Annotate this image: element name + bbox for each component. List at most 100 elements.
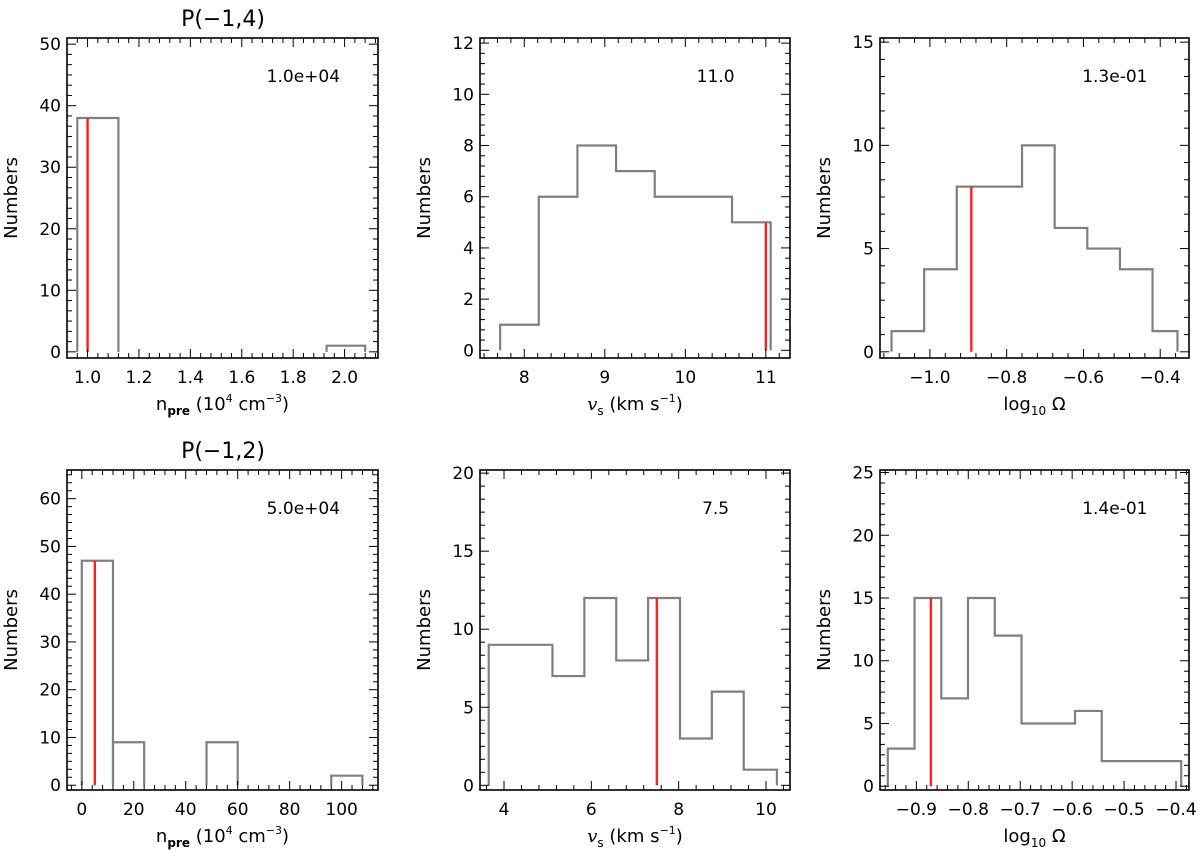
x-tick-label: 9 [599, 368, 610, 388]
x-axis-label: vs (km s−1) [587, 824, 683, 850]
x-tick-label: 20 [123, 800, 145, 820]
y-axis-label: Numbers [414, 589, 435, 671]
y-tick-label: 10 [852, 136, 874, 156]
y-tick-label: 15 [852, 589, 874, 609]
x-tick-label: −0.8 [948, 800, 989, 820]
x-axis-label: log10 Ω [1003, 826, 1065, 850]
x-tick-label: 1.0 [74, 368, 101, 388]
panel-4: 0 20 40 60 80 100 0 10 20 30 40 50 60 Numbers npre (10… [1, 439, 379, 850]
histogram-bar [111, 741, 146, 786]
y-tick-label: 20 [852, 526, 874, 546]
x-tick-label: −0.8 [986, 368, 1027, 388]
y-tick-label: 30 [39, 158, 61, 178]
y-tick-label: 20 [39, 681, 61, 701]
y-tick-label: 25 [852, 464, 874, 484]
histogram-bar [330, 774, 364, 786]
x-tick-label: −0.6 [1052, 800, 1093, 820]
plot-frame [479, 469, 791, 791]
y-tick-label: 5 [863, 240, 874, 260]
value-annotation: 7.5 [702, 499, 729, 519]
y-tick-label: 20 [39, 220, 61, 240]
histogram-bar [325, 344, 367, 352]
y-tick-label: 2 [463, 290, 474, 310]
value-annotation: 11.0 [697, 67, 735, 87]
x-tick-label: 2.0 [331, 368, 358, 388]
x-tick-label: 80 [279, 800, 301, 820]
y-axis-label: Numbers [814, 589, 835, 671]
x-tick-label: 8 [673, 800, 684, 820]
y-tick-label: 5 [863, 714, 874, 734]
histogram-step [886, 596, 1183, 787]
y-tick-label: 10 [452, 620, 474, 640]
x-tick-label: −0.4 [1155, 800, 1196, 820]
histogram-step [499, 144, 772, 351]
plot-frame [879, 469, 1190, 791]
panel-title: P(−1,2) [181, 439, 265, 464]
y-tick-label: 60 [39, 490, 61, 510]
panel-5: 4 6 8 10 0 5 10 15 20 Numbers vs (km s−1) 7.5 [414, 464, 791, 850]
x-axis-label: npre (104 cm−3) [156, 824, 289, 850]
x-tick-label: 1.2 [125, 368, 152, 388]
histogram-step [890, 144, 1179, 352]
y-tick-label: 40 [39, 97, 61, 117]
panel-2: 8 9 10 11 0 2 4 6 8 10 12 Numbers vs (km s−1) 11.0 [414, 34, 791, 418]
y-tick-label: 10 [39, 728, 61, 748]
y-tick-label: 0 [863, 777, 874, 797]
x-tick-label: 10 [675, 368, 697, 388]
x-tick-label: 0 [76, 800, 87, 820]
x-tick-label: −0.7 [1000, 800, 1041, 820]
y-axis-label: Numbers [814, 157, 835, 239]
x-tick-label: −0.5 [1103, 800, 1144, 820]
y-tick-label: 6 [463, 188, 474, 208]
value-annotation: 1.4e-01 [1082, 499, 1147, 519]
y-tick-label: 8 [463, 137, 474, 157]
panel-6: −0.9 −0.8 −0.7 −0.6 −0.5 −0.4 0 5 10 15 20 25 Number… [814, 464, 1197, 850]
x-tick-label: −0.4 [1140, 368, 1181, 388]
y-tick-label: 0 [463, 776, 474, 796]
x-axis-label: npre (104 cm−3) [156, 392, 289, 418]
y-axis-label: Numbers [1, 589, 22, 671]
x-tick-label: 10 [755, 800, 777, 820]
y-tick-label: 20 [452, 464, 474, 484]
x-tick-label: 1.6 [228, 368, 255, 388]
y-tick-label: 50 [39, 35, 61, 55]
y-axis-label: Numbers [1, 157, 22, 239]
x-axis-label: vs (km s−1) [587, 392, 683, 418]
value-annotation: 5.0e+04 [267, 499, 340, 519]
plot-frame [66, 469, 379, 791]
x-tick-label: −0.6 [1063, 368, 1104, 388]
panel-3: −1.0 −0.8 −0.6 −0.4 0 5 10 15 Numbers log10 Ω 1.3e… [814, 33, 1190, 418]
y-tick-label: 10 [39, 281, 61, 301]
panel-1: 1.0 1.2 1.4 1.6 1.8 2.0 0 10 20 30 40 50 Numbers npre… [1, 7, 379, 418]
x-tick-label: 100 [325, 800, 357, 820]
value-annotation: 1.0e+04 [267, 67, 340, 87]
x-axis-label: log10 Ω [1003, 394, 1065, 418]
x-tick-label: 6 [586, 800, 597, 820]
histogram-bar [205, 741, 239, 786]
histogram-bar [80, 559, 115, 786]
x-tick-label: 11 [755, 368, 777, 388]
x-tick-label: −1.0 [909, 368, 950, 388]
histogram-bar [76, 116, 120, 352]
x-tick-label: 1.8 [280, 368, 307, 388]
x-tick-label: 60 [227, 800, 249, 820]
value-annotation: 1.3e-01 [1082, 67, 1147, 87]
y-tick-label: 10 [452, 85, 474, 105]
y-tick-label: 10 [852, 652, 874, 672]
y-tick-label: 0 [50, 343, 61, 363]
y-tick-label: 40 [39, 585, 61, 605]
histogram-step [487, 596, 779, 786]
y-tick-label: 12 [452, 34, 474, 54]
y-tick-label: 15 [452, 542, 474, 562]
y-tick-label: 5 [463, 698, 474, 718]
y-tick-label: 4 [463, 239, 474, 259]
x-tick-label: 4 [499, 800, 510, 820]
y-tick-label: 0 [463, 341, 474, 361]
y-axis-label: Numbers [414, 157, 435, 239]
x-tick-label: −0.9 [896, 800, 937, 820]
y-tick-label: 50 [39, 537, 61, 557]
y-tick-label: 15 [852, 33, 874, 53]
y-tick-label: 0 [50, 776, 61, 796]
plot-frame [879, 37, 1190, 359]
